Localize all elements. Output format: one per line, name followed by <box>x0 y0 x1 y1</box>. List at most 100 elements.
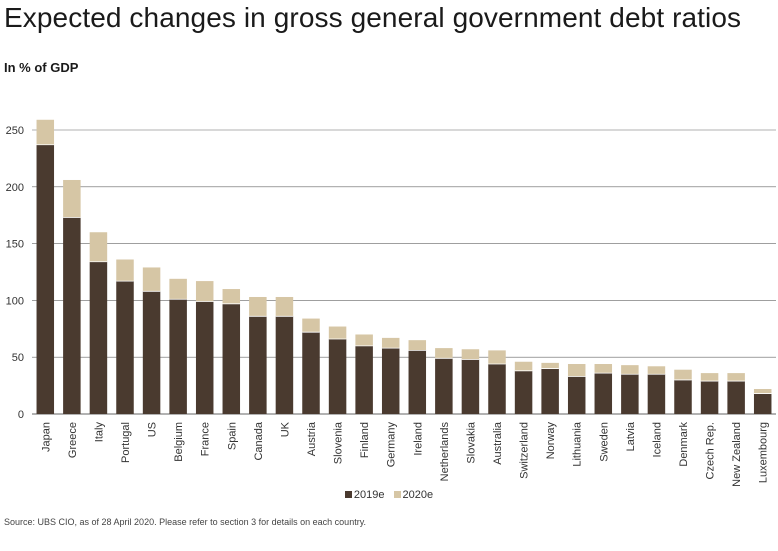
bar-2020e-japan <box>36 119 55 145</box>
bar-2019e-us <box>142 291 161 414</box>
x-tick-label-portugal: Portugal <box>120 422 132 463</box>
bar-chart: 0 50 100 150 200 250 Japan Greece Italy Portugal… <box>6 119 776 487</box>
x-tick-label-slovakia: Slovakia <box>465 421 477 463</box>
bar-2020e-finland <box>355 334 373 346</box>
x-tick-label-luxembourg: Luxembourg <box>758 422 770 483</box>
x-tick-label-new-zealand: New Zealand <box>731 422 743 487</box>
y-tick-label-250: 250 <box>6 125 24 137</box>
legend-swatch-2019e <box>344 491 352 498</box>
bar-2019e-japan <box>36 144 55 414</box>
x-tick-label-germany: Germany <box>386 422 398 468</box>
bar-2020e-uk <box>275 296 294 317</box>
legend-label-2019e: 2019e <box>353 489 385 501</box>
bar-2019e-austria <box>302 332 320 414</box>
bar-2020e-norway <box>541 362 559 369</box>
bar-2020e-spain <box>222 289 241 304</box>
bar-2020e-latvia <box>621 365 639 375</box>
bar-2019e-greece <box>63 217 81 414</box>
y-axis-tick-labels: 0 50 100 150 200 250 <box>6 125 24 421</box>
bar-2019e-new-zealand <box>727 381 745 414</box>
bar-2020e-netherlands <box>435 348 453 359</box>
x-tick-label-iceland: Iceland <box>651 422 663 457</box>
bar-2019e-australia <box>488 364 506 414</box>
bar-2019e-spain <box>222 303 241 414</box>
bar-2019e-luxembourg <box>753 393 772 414</box>
bar-2020e-slovakia <box>461 349 480 360</box>
bar-2020e-lithuania <box>567 364 586 377</box>
x-tick-label-australia: Australia <box>492 421 504 465</box>
x-tick-label-austria: Austria <box>306 421 318 456</box>
x-tick-label-belgium: Belgium <box>173 422 185 462</box>
chart-title: Expected changes in gross general govern… <box>4 2 742 33</box>
bar-2019e-ireland <box>408 350 427 414</box>
bar-2019e-sweden <box>594 373 613 414</box>
bar-2020e-sweden <box>594 364 613 374</box>
bar-2019e-czech-rep <box>700 381 719 414</box>
bar-2019e-belgium <box>169 299 187 414</box>
x-tick-label-denmark: Denmark <box>678 422 690 467</box>
legend-swatch-2020e <box>393 491 401 498</box>
x-tick-label-ireland: Ireland <box>412 422 424 456</box>
bar-2019e-france <box>195 301 214 414</box>
bar-2020e-canada <box>249 296 267 317</box>
x-tick-label-latvia: Latvia <box>625 421 637 451</box>
x-tick-label-switzerland: Switzerland <box>519 422 531 479</box>
bar-2019e-italy <box>89 261 108 414</box>
x-tick-label-uk: UK <box>279 421 291 437</box>
y-tick-label-200: 200 <box>6 182 24 194</box>
bar-2019e-latvia <box>621 374 639 414</box>
bar-2019e-portugal <box>116 281 134 414</box>
bar-2020e-slovenia <box>328 326 347 340</box>
bar-2020e-greece <box>63 179 81 218</box>
legend: 2019e 2020e <box>0 489 778 501</box>
y-tick-label-150: 150 <box>6 239 24 251</box>
x-tick-label-japan: Japan <box>40 422 52 452</box>
x-tick-label-greece: Greece <box>67 422 79 458</box>
bar-2019e-uk <box>275 316 294 414</box>
x-tick-label-czech-rep: Czech Rep. <box>705 422 717 479</box>
legend-label-2020e: 2020e <box>402 489 434 501</box>
bar-2020e-new-zealand <box>727 373 745 382</box>
bar-2019e-germany <box>381 348 400 414</box>
bar-2020e-ireland <box>408 340 427 351</box>
x-axis-tick-labels: Japan Greece Italy Portugal US Belgium France S… <box>40 421 769 487</box>
x-tick-label-netherlands: Netherlands <box>439 422 451 482</box>
source-note: Source: UBS CIO, as of 28 April 2020. Pl… <box>4 517 367 527</box>
legend-item-2020e: 2020e <box>393 489 434 501</box>
x-tick-label-lithuania: Lithuania <box>572 421 584 467</box>
legend-item-2019e: 2019e <box>344 489 388 501</box>
bars <box>36 119 772 414</box>
x-tick-label-canada: Canada <box>253 421 265 460</box>
bar-2020e-germany <box>381 337 400 349</box>
x-tick-label-finland: Finland <box>359 422 371 458</box>
bar-2019e-norway <box>541 368 559 414</box>
bar-2020e-portugal <box>116 259 134 282</box>
bar-2020e-france <box>195 281 214 302</box>
bar-2020e-us <box>142 267 161 292</box>
bar-2019e-slovakia <box>461 359 480 414</box>
x-tick-label-slovenia: Slovenia <box>333 421 345 464</box>
bar-2020e-denmark <box>674 369 692 380</box>
bar-2019e-denmark <box>674 379 692 414</box>
bar-2019e-canada <box>249 316 267 414</box>
x-tick-label-norway: Norway <box>545 422 557 460</box>
bar-2019e-slovenia <box>328 339 347 414</box>
bar-2020e-belgium <box>169 278 187 300</box>
x-tick-label-france: France <box>200 422 212 456</box>
y-tick-label-50: 50 <box>12 352 24 364</box>
bar-2019e-switzerland <box>514 370 533 414</box>
bar-2020e-austria <box>302 318 320 333</box>
bar-2020e-luxembourg <box>753 389 772 394</box>
x-tick-label-spain: Spain <box>226 422 238 450</box>
x-tick-label-italy: Italy <box>93 422 105 443</box>
bar-2020e-czech-rep <box>700 373 719 382</box>
bar-2020e-italy <box>89 232 108 262</box>
bar-2020e-australia <box>488 350 506 365</box>
ubs-logo <box>4 544 64 551</box>
bar-2020e-iceland <box>647 366 666 375</box>
x-tick-label-sweden: Sweden <box>598 422 610 462</box>
x-tick-label-us: US <box>147 422 159 437</box>
y-tick-label-100: 100 <box>6 295 24 307</box>
y-tick-label-0: 0 <box>18 409 24 421</box>
bar-2019e-finland <box>355 345 373 414</box>
